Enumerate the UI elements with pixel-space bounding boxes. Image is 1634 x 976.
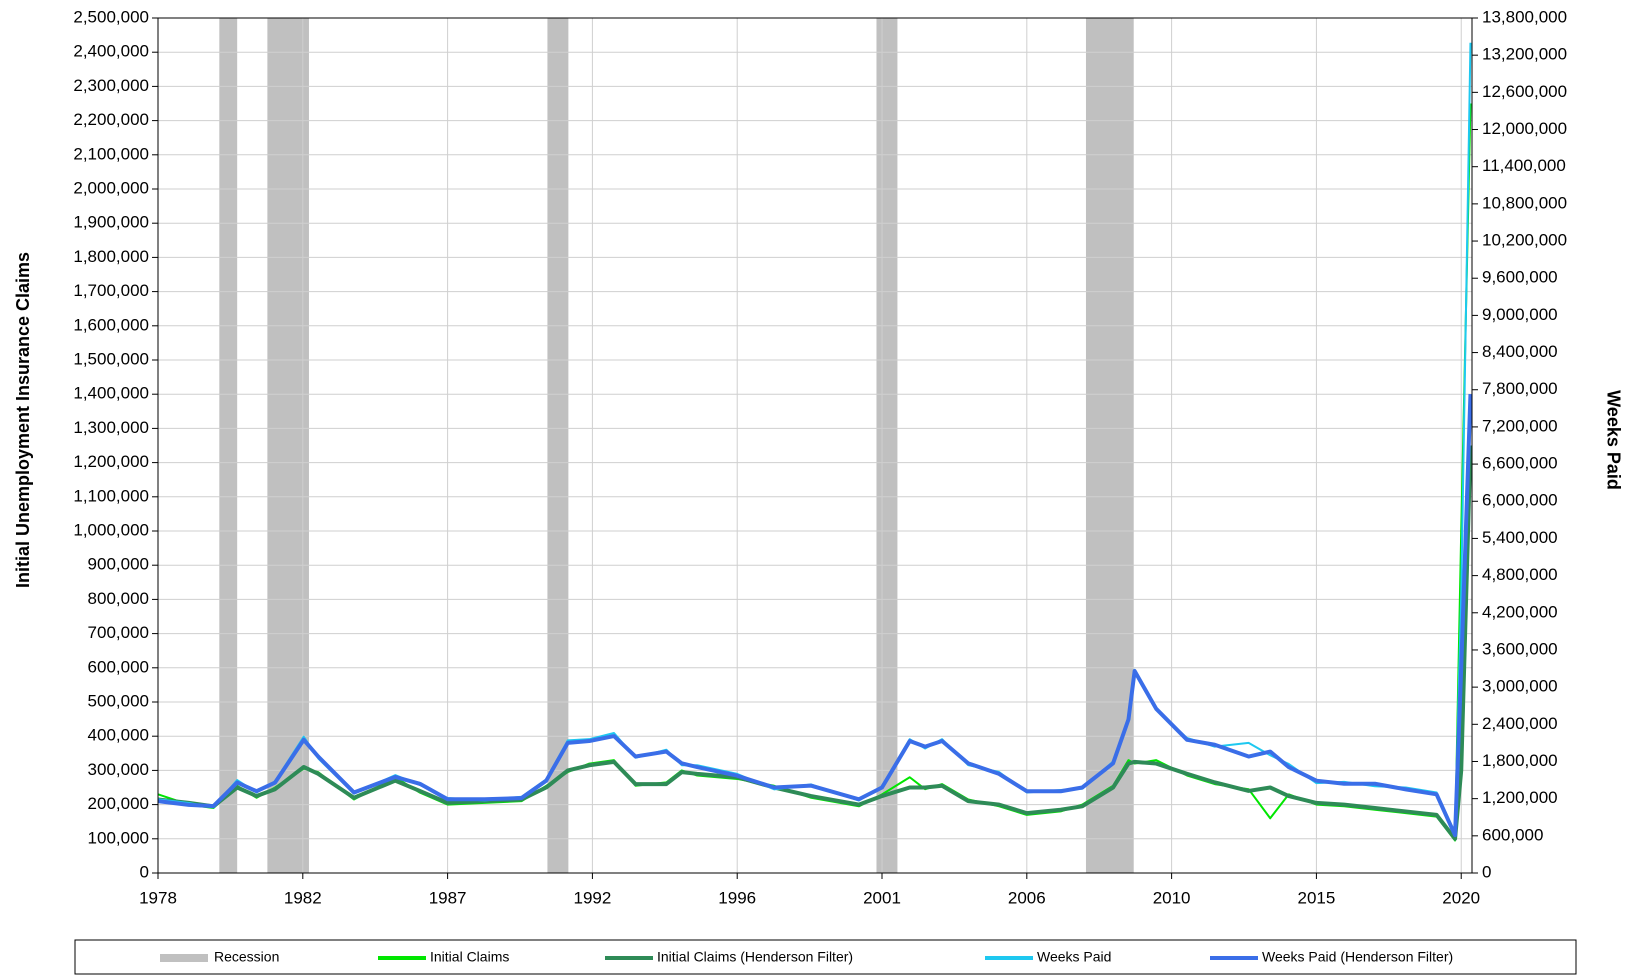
y2-tick-label: 10,800,000 (1482, 193, 1567, 212)
x-tick-label: 1992 (573, 888, 611, 907)
y-tick-label: 1,400,000 (73, 384, 149, 403)
y2-tick-label: 3,600,000 (1482, 639, 1558, 658)
x-tick-label: 2015 (1298, 888, 1336, 907)
recession-band (219, 18, 238, 873)
legend-box (74, 939, 1577, 975)
y2-tick-label: 1,800,000 (1482, 751, 1558, 770)
recession-band (267, 18, 309, 873)
y2-tick-label: 8,400,000 (1482, 342, 1558, 361)
y-tick-label: 200,000 (88, 794, 149, 813)
y-tick-label: 2,200,000 (73, 110, 149, 129)
recession-band (547, 18, 569, 873)
y2-tick-label: 12,000,000 (1482, 119, 1567, 138)
recession-band (876, 18, 898, 873)
y2-tick-label: 7,200,000 (1482, 416, 1558, 435)
y-tick-label: 700,000 (88, 623, 149, 642)
y-tick-label: 800,000 (88, 589, 149, 608)
legend-label: Initial Claims (430, 949, 509, 965)
x-tick-label: 2010 (1153, 888, 1191, 907)
y2-tick-label: 4,200,000 (1482, 602, 1558, 621)
y2-tick-label: 0 (1482, 862, 1491, 881)
y-tick-label: 0 (140, 862, 149, 881)
y-tick-label: 1,300,000 (73, 418, 149, 437)
y-tick-label: 1,800,000 (73, 247, 149, 266)
y-tick-label: 2,100,000 (73, 144, 149, 163)
y-tick-label: 2,300,000 (73, 76, 149, 95)
y2-tick-label: 13,200,000 (1482, 45, 1567, 64)
y-tick-label: 1,700,000 (73, 281, 149, 300)
y-tick-label: 1,000,000 (73, 520, 149, 539)
x-tick-label: 1987 (429, 888, 467, 907)
y2-tick-label: 7,800,000 (1482, 379, 1558, 398)
x-tick-label: 1982 (284, 888, 322, 907)
legend-label: Weeks Paid (Henderson Filter) (1262, 949, 1453, 965)
x-tick-label: 2001 (863, 888, 901, 907)
recession-band (1085, 18, 1134, 873)
x-tick-label: 1978 (139, 888, 177, 907)
series-line (157, 394, 1473, 838)
y2-tick-label: 600,000 (1482, 825, 1543, 844)
y2-axis-title: Weeks Paid (1603, 390, 1623, 490)
y-tick-label: 1,200,000 (73, 452, 149, 471)
y2-tick-label: 9,000,000 (1482, 305, 1558, 324)
x-tick-label: 2006 (1008, 888, 1046, 907)
x-tick-label: 2020 (1442, 888, 1480, 907)
y2-tick-label: 6,600,000 (1482, 454, 1558, 473)
y2-tick-label: 6,000,000 (1482, 491, 1558, 510)
y2-tick-label: 4,800,000 (1482, 565, 1558, 584)
y-axis-title: Initial Unemployment Insurance Claims (13, 252, 33, 588)
y2-tick-label: 2,400,000 (1482, 714, 1558, 733)
y-tick-label: 1,900,000 (73, 213, 149, 232)
y-tick-label: 2,000,000 (73, 178, 149, 197)
y-tick-label: 1,600,000 (73, 315, 149, 334)
y2-tick-label: 5,400,000 (1482, 528, 1558, 547)
y2-tick-label: 13,800,000 (1482, 7, 1567, 26)
y-tick-label: 1,500,000 (73, 349, 149, 368)
legend-label: Initial Claims (Henderson Filter) (657, 949, 853, 965)
y-tick-label: 500,000 (88, 691, 149, 710)
y-tick-label: 1,100,000 (73, 486, 149, 505)
y-tick-label: 600,000 (88, 657, 149, 676)
plot-frame (157, 17, 1473, 874)
series-line (157, 445, 1473, 841)
y2-tick-label: 12,600,000 (1482, 82, 1567, 101)
y2-tick-label: 10,200,000 (1482, 231, 1567, 250)
y-tick-label: 100,000 (88, 828, 149, 847)
y-tick-label: 400,000 (88, 726, 149, 745)
y2-tick-label: 11,400,000 (1482, 156, 1566, 175)
y-tick-label: 2,500,000 (73, 7, 149, 26)
x-tick-label: 1996 (718, 888, 756, 907)
y2-tick-label: 1,200,000 (1482, 788, 1558, 807)
y-tick-label: 300,000 (88, 760, 149, 779)
legend-label: Weeks Paid (1037, 949, 1111, 965)
legend-label: Recession (214, 949, 279, 965)
y-tick-label: 900,000 (88, 555, 149, 574)
series-line (157, 103, 1472, 842)
series-line (157, 42, 1472, 835)
y2-tick-label: 9,600,000 (1482, 268, 1558, 287)
y2-tick-label: 3,000,000 (1482, 677, 1558, 696)
y-tick-label: 2,400,000 (73, 42, 149, 61)
